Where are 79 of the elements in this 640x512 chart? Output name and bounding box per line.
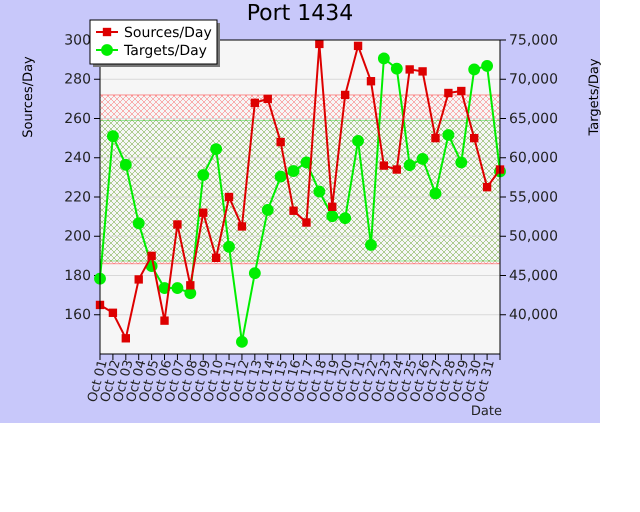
point — [122, 334, 130, 342]
point — [224, 192, 234, 202]
point — [132, 217, 145, 230]
y2-tick-label: 45,000 — [509, 268, 558, 284]
point — [94, 272, 106, 285]
y-tick-label: 180 — [64, 268, 91, 284]
y2-axis-title: Targets/Day — [587, 58, 602, 137]
y-tick-label: 200 — [64, 228, 91, 245]
y-axis-title: Sources/Day — [21, 56, 36, 138]
point — [212, 254, 220, 262]
y2-tick-label: 70,000 — [509, 72, 558, 88]
point — [238, 222, 246, 231]
point — [262, 204, 274, 216]
point — [173, 220, 182, 229]
point — [147, 252, 156, 260]
y2-tick-label: 60,000 — [509, 150, 558, 166]
point — [274, 170, 287, 182]
point — [106, 130, 119, 142]
point — [134, 275, 143, 284]
point — [172, 282, 184, 294]
x-axis-title: Date — [470, 404, 502, 419]
legend-label: Sources/Day — [124, 25, 212, 41]
point — [378, 52, 390, 64]
point — [250, 98, 260, 107]
point — [120, 158, 132, 171]
point — [405, 65, 414, 74]
point — [430, 188, 442, 200]
point — [340, 90, 350, 100]
point — [210, 143, 222, 156]
y-tick-label: 300 — [64, 32, 91, 48]
y-tick-label: 260 — [64, 110, 91, 127]
point — [315, 40, 324, 48]
point — [470, 134, 478, 142]
point — [288, 165, 300, 177]
y2-tick-label: 65,000 — [509, 110, 558, 127]
y-tick-label: 280 — [64, 72, 91, 88]
point — [339, 212, 352, 224]
point — [418, 67, 427, 76]
point — [468, 64, 480, 76]
point — [390, 62, 403, 75]
point — [444, 88, 453, 98]
y2-tick-label: 50,000 — [509, 228, 558, 245]
point — [289, 206, 298, 215]
point — [431, 134, 440, 142]
point — [186, 281, 195, 290]
point — [236, 336, 248, 348]
point — [326, 210, 338, 222]
point — [276, 138, 285, 146]
point — [354, 42, 362, 50]
point — [455, 156, 468, 168]
point — [457, 86, 466, 96]
point — [264, 94, 272, 104]
point — [352, 134, 364, 147]
y2-tick-label: 40,000 — [509, 307, 558, 324]
point — [416, 153, 428, 165]
y-tick-label: 160 — [64, 307, 91, 324]
point — [328, 202, 336, 211]
legend-label: Targets/Day — [123, 43, 207, 59]
y2-tick-label: 75,000 — [509, 32, 558, 48]
y-tick-label: 240 — [64, 150, 91, 166]
point — [199, 208, 208, 217]
point — [442, 129, 454, 141]
y2-tick-label: 55,000 — [509, 189, 558, 206]
point — [482, 183, 492, 192]
point — [313, 186, 326, 198]
point — [302, 218, 311, 227]
point — [404, 159, 416, 172]
point — [223, 240, 235, 253]
point — [365, 238, 377, 251]
point — [481, 60, 494, 72]
point — [366, 77, 376, 86]
point — [392, 165, 401, 174]
y-tick-label: 220 — [64, 189, 91, 206]
point — [108, 308, 118, 317]
point — [197, 169, 210, 181]
point — [248, 267, 261, 280]
chart-title: Port 1434 — [246, 1, 354, 26]
point — [160, 316, 169, 325]
point — [380, 161, 388, 170]
